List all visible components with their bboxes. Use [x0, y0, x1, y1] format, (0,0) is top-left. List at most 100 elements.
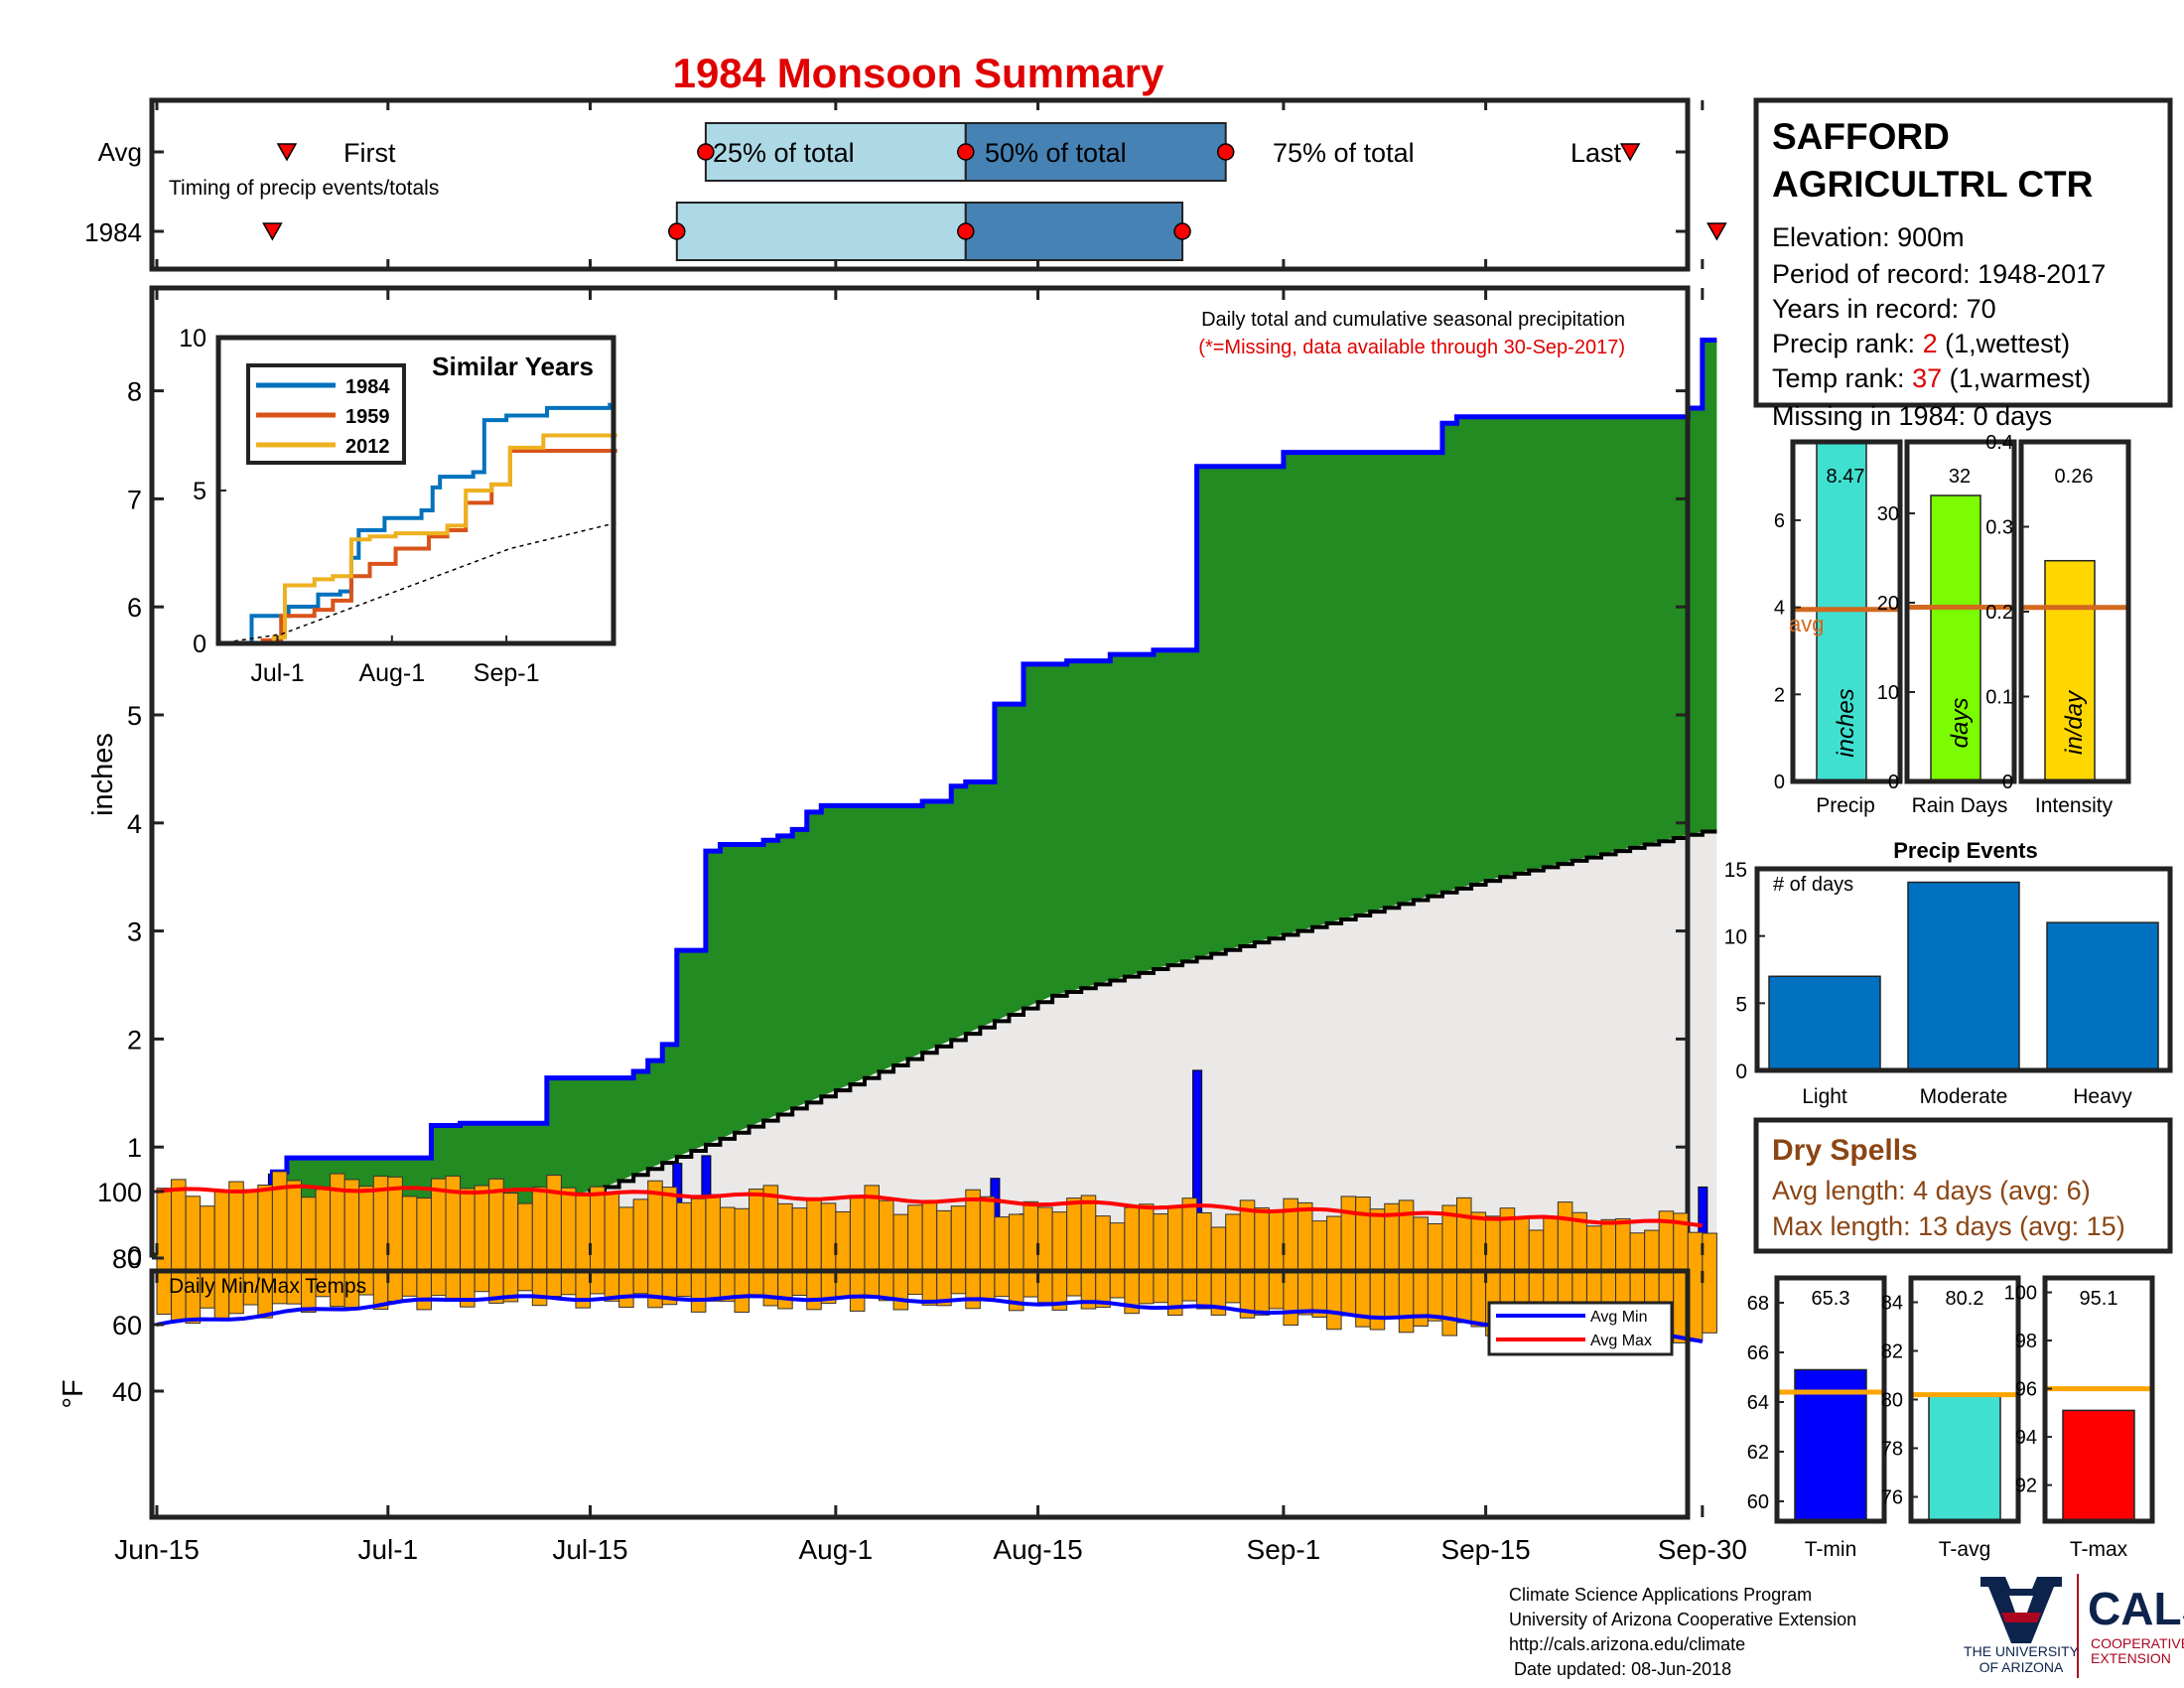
- mini-bar-unit-label: in/day: [2061, 689, 2088, 755]
- ua-logo-a-gap: [2009, 1596, 2033, 1613]
- daily-temp-bar: [806, 1197, 822, 1311]
- daily-temp-bar: [1181, 1197, 1198, 1302]
- station-period: Period of record: 1948-2017: [1772, 259, 2106, 289]
- daily-temp-bar: [445, 1175, 462, 1301]
- inset-x-tick-label: Sep-1: [474, 659, 540, 687]
- timing-box-25-50: [704, 122, 967, 182]
- temp-summary-category-label: T-avg: [1939, 1538, 1991, 1561]
- timing-panel: Avg 1984 Timing of precip events/totals …: [84, 97, 1727, 272]
- daily-temp-bar: [560, 1187, 577, 1296]
- daily-temp-bar: [171, 1179, 187, 1322]
- mini-chart-frame: [1904, 439, 2017, 784]
- inset-series-1984: [218, 383, 615, 645]
- daily-temp-bar: [1167, 1206, 1183, 1317]
- mini-bar-category-label: Rain Days: [1912, 794, 2008, 817]
- daily-temp-bar: [777, 1202, 793, 1310]
- missing-days: Missing in 1984: 0 days: [1772, 401, 2052, 431]
- daily-temp-bar: [1095, 1215, 1111, 1309]
- temp-summary-y-tick-label: 80: [1881, 1390, 1903, 1412]
- temp-summary-bar: [1928, 1393, 2001, 1522]
- date-x-tick-label: Jul-1: [357, 1534, 418, 1565]
- events-bar: [1768, 975, 1881, 1071]
- inset-plot: 0 5 10 Jul-1 Aug-1 Sep-1: [179, 325, 617, 687]
- daily-temp-bar: [401, 1196, 418, 1297]
- timing-percentile-marker: [668, 222, 686, 240]
- temp-summary-y-tick-label: 60: [1747, 1491, 1769, 1513]
- daily-temp-bar: [820, 1202, 837, 1305]
- daily-temp-bar: [936, 1209, 952, 1307]
- daily-temp-bar: [1225, 1213, 1241, 1304]
- events-y-tick-label: 15: [1724, 859, 1747, 882]
- temp-rank-value: 37: [1912, 363, 1942, 393]
- daily-temp-bar: [604, 1192, 620, 1302]
- daily-temp-bar: [213, 1190, 230, 1322]
- daily-temp-bar: [676, 1201, 692, 1298]
- temp-summary-y-tick-label: 100: [2004, 1283, 2037, 1305]
- above-average-fill: [157, 340, 1717, 1255]
- daily-temp-bar: [661, 1187, 678, 1306]
- y-tick-label: 4: [127, 809, 142, 839]
- daily-temp-bar: [372, 1175, 389, 1311]
- events-category-label: Moderate: [1920, 1085, 2008, 1108]
- mini-bar-unit-label: inches: [1833, 688, 1859, 757]
- last-label: Last: [1570, 138, 1622, 168]
- dry-spells-box: Dry Spells Avg length: 4 days (avg: 6) M…: [1753, 1117, 2173, 1254]
- daily-temp-bar: [979, 1196, 996, 1301]
- date-x-tick-label: Aug-15: [993, 1534, 1082, 1565]
- timing-percentile-marker: [1173, 222, 1191, 240]
- daily-temp-bar: [835, 1210, 851, 1298]
- daily-temp-bar: [430, 1178, 447, 1297]
- precip-rank-value: 2: [1923, 329, 1938, 358]
- temp-summary-y-tick-label: 76: [1881, 1487, 1903, 1509]
- cals-logo-text: CALS: [2088, 1583, 2184, 1634]
- mini-y-tick-label: 0.2: [1985, 602, 2013, 624]
- inset-frame: [215, 335, 616, 646]
- inset-series-2012: [218, 433, 617, 645]
- y-tick-label: 8: [127, 377, 142, 407]
- precip-note: Daily total and cumulative seasonal prec…: [1201, 309, 1625, 331]
- y-tick-label: 3: [127, 917, 142, 947]
- daily-temp-bar: [719, 1206, 736, 1302]
- footer-url: http://cals.arizona.edu/climate: [1509, 1634, 1745, 1654]
- daily-temp-bar: [1023, 1200, 1039, 1298]
- daily-temp-bar: [879, 1199, 894, 1302]
- precip-events-y-label: # of days: [1773, 874, 1853, 896]
- timing-box-25-50: [675, 202, 967, 261]
- inset-average-line: [217, 521, 617, 644]
- temp-chart-title: Daily Min/Max Temps: [169, 1275, 366, 1298]
- y-tick-label: 2: [127, 1025, 142, 1055]
- timing-percentile-marker: [1216, 143, 1235, 161]
- footer: Climate Science Applications Program Uni…: [1509, 1585, 1856, 1679]
- date-x-axis: Jun-15 Jul-1 Jul-15 Aug-1 Aug-15 Sep-1 Sep-15 S…: [114, 288, 1747, 1565]
- temp-summary-frame: [2042, 1275, 2155, 1524]
- daily-temp-bar: [647, 1180, 663, 1309]
- p25-label: 25% of total: [713, 138, 855, 168]
- cals-logo: CALS COOPERATIVE EXTENSION: [2088, 1583, 2184, 1666]
- daily-temp-bar: [460, 1188, 476, 1308]
- timing-percentile-marker: [957, 143, 975, 161]
- ua-logo-line2: OF ARIZONA: [1979, 1659, 2064, 1675]
- temp-summary-y-tick-label: 94: [2015, 1427, 2037, 1449]
- inset-y-tick-label: 0: [193, 631, 206, 658]
- timing-row-avg-label: Avg: [98, 137, 142, 167]
- events-y-tick-label: 0: [1735, 1060, 1747, 1083]
- dry-spells-avg-length: Avg length: 4 days (avg: 6): [1772, 1176, 2091, 1205]
- cals-logo-line1: COOPERATIVE: [2091, 1635, 2184, 1651]
- daily-temp-bar: [965, 1189, 981, 1310]
- temp-summary-y-tick-label: 66: [1747, 1342, 1769, 1364]
- daily-temp-bar: [590, 1186, 606, 1295]
- daily-temp-bar: [849, 1196, 866, 1312]
- daily-temp-bar: [892, 1213, 909, 1311]
- temp-summary-y-tick-label: 98: [2015, 1331, 2037, 1352]
- inset-x-tick-label: Jul-1: [250, 659, 304, 687]
- daily-temp-bar: [1037, 1206, 1053, 1304]
- cumulative-1984-line: [157, 337, 1717, 1258]
- temp-summary-y-tick-label: 92: [2015, 1476, 2037, 1497]
- precip-rank: Precip rank: 2 (1,wettest): [1772, 329, 2070, 358]
- daily-temp-bar: [517, 1202, 533, 1292]
- ua-logo-line1: THE UNIVERSITY: [1964, 1643, 2080, 1659]
- y-tick-label: 7: [127, 485, 142, 514]
- legend-1984-label: 1984: [345, 376, 390, 398]
